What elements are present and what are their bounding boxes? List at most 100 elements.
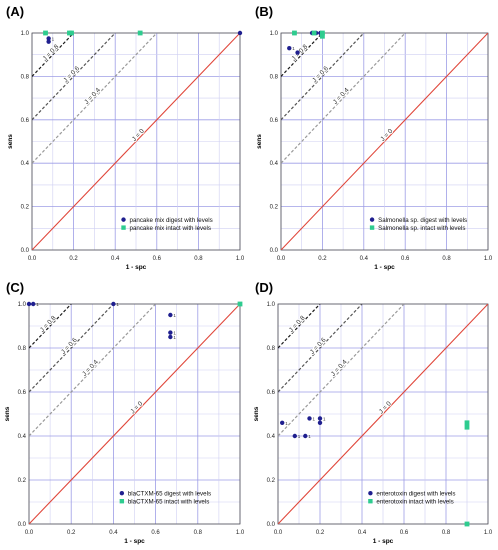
x-tick-label: 0.8 xyxy=(194,256,203,262)
x-tick-label: 1.0 xyxy=(484,256,493,262)
x-axis-title: 1 - spc xyxy=(126,264,147,271)
x-tick-label: 0.4 xyxy=(358,530,367,536)
data-point-level-label: 1 xyxy=(298,434,301,439)
y-tick-label: 0.4 xyxy=(270,161,279,167)
data-point-level-label: 1 xyxy=(313,416,316,421)
x-axis-title: 1 - spc xyxy=(124,538,145,545)
data-point-square xyxy=(464,521,470,527)
x-tick-label: 0.8 xyxy=(442,530,451,536)
data-point-square xyxy=(237,301,243,307)
y-axis-title: sens xyxy=(4,406,11,421)
reference-line-j-0-6 xyxy=(29,304,114,393)
y-tick-label: 0.0 xyxy=(21,248,30,254)
panel-label: (A) xyxy=(6,4,24,19)
data-point-circle xyxy=(295,50,300,55)
data-point-square xyxy=(137,30,143,36)
legend-marker-square xyxy=(368,499,373,504)
data-point-square xyxy=(320,30,325,36)
chart-panel-1: (A)J = 0J = 0.4J = 0.6J = 0.80.0 0.2 0.4 0.… xyxy=(6,4,245,271)
panel-label: (D) xyxy=(255,280,273,295)
y-tick-label: 0.2 xyxy=(267,478,276,484)
data-point-circle xyxy=(46,39,51,44)
legend-entry: blaCTXM-65 digest with levels xyxy=(128,491,211,498)
reference-line-j-0-4 xyxy=(32,33,158,164)
x-tick-label: 0.2 xyxy=(318,256,327,262)
x-tick-label: 0.0 xyxy=(28,256,37,262)
x-tick-label: 0.6 xyxy=(401,256,410,262)
reference-line-j-0-8 xyxy=(29,304,72,349)
y-tick-label: 0.4 xyxy=(267,434,276,440)
legend-entry: pancake mix intact with levels xyxy=(130,225,212,232)
legend-marker-circle xyxy=(369,217,375,222)
data-point-level-label: 1 xyxy=(116,302,119,307)
data-point-circle xyxy=(237,30,243,36)
reference-line-j-0-4 xyxy=(29,304,157,437)
y-tick-label: 0.0 xyxy=(267,522,276,528)
y-tick-label: 0.2 xyxy=(270,205,279,211)
legend-marker-circle xyxy=(119,491,125,496)
data-point-level-label: 1 xyxy=(308,434,311,439)
y-axis-title: sens xyxy=(256,134,263,149)
y-tick-label: 0.2 xyxy=(21,205,30,211)
data-point-circle xyxy=(280,420,285,425)
data-point-circle xyxy=(287,45,292,51)
reference-line-j-0-6 xyxy=(278,304,363,393)
chart-panel-3: (C)J = 0J = 0.4J = 0.6J = 0.80.0 0.2 0.4 0.… xyxy=(4,280,245,545)
x-tick-label: 0.0 xyxy=(25,530,34,536)
y-tick-label: 1.0 xyxy=(18,302,27,308)
x-tick-label: 0.4 xyxy=(111,256,120,262)
legend-entry: Salmonella sp. digest with levels xyxy=(378,217,467,224)
data-point-circle xyxy=(168,312,173,318)
x-tick-label: 0.2 xyxy=(67,530,76,536)
panel-label: (B) xyxy=(255,4,273,19)
data-point-circle xyxy=(168,334,173,340)
data-point-circle xyxy=(307,416,312,421)
legend-entry: Salmonella sp. intact with levels xyxy=(378,225,465,232)
data-point-level-label: 1 xyxy=(292,46,295,51)
x-tick-label: 0.8 xyxy=(442,256,451,262)
x-axis-title: 1 - spc xyxy=(374,264,395,271)
axes-frame xyxy=(277,303,489,525)
x-tick-label: 0.4 xyxy=(360,256,369,262)
axes-frame xyxy=(28,303,241,525)
data-point-square xyxy=(464,420,470,426)
y-axis-title: sens xyxy=(253,406,260,421)
x-tick-label: 0.2 xyxy=(69,256,78,262)
chart-panel-4: (D)J = 0J = 0.4J = 0.6J = 0.80.0 0.2 0.4 0.… xyxy=(253,280,493,545)
x-tick-label: 0.4 xyxy=(109,530,118,536)
legend-marker-circle xyxy=(368,491,373,496)
legend-entry: blaCTXM-65 intact with levels xyxy=(128,499,210,506)
data-point-circle xyxy=(292,433,297,439)
y-tick-label: 0.6 xyxy=(21,118,30,124)
x-tick-label: 0.8 xyxy=(194,530,203,536)
axes-frame xyxy=(280,32,489,251)
y-tick-label: 1.0 xyxy=(21,31,30,37)
data-point-circle xyxy=(111,301,116,307)
y-tick-label: 0.6 xyxy=(18,390,27,396)
y-tick-label: 0.4 xyxy=(18,434,27,440)
data-point-level-label: 1 xyxy=(173,331,176,336)
x-tick-label: 1.0 xyxy=(236,256,245,262)
data-point-level-label: 1 xyxy=(323,416,326,421)
data-point-circle xyxy=(46,36,51,41)
y-tick-label: 0.0 xyxy=(18,522,27,528)
legend-entry: pancake mix digest with levels xyxy=(130,217,213,224)
y-axis-title: sens xyxy=(7,134,14,149)
reference-line-j-0-8 xyxy=(278,304,321,349)
reference-line-j-0 xyxy=(281,33,488,250)
data-point-square xyxy=(69,30,74,36)
data-point-circle xyxy=(26,301,32,307)
reference-line-j-0 xyxy=(32,33,240,250)
y-tick-label: 0.6 xyxy=(267,390,276,396)
y-tick-label: 0.0 xyxy=(270,248,279,254)
y-tick-label: 1.0 xyxy=(270,31,279,37)
y-tick-label: 0.8 xyxy=(21,74,30,80)
chart-panel-2: (B)J = 0J = 0.4J = 0.6J = 0.80.0 0.2 0.4 0.… xyxy=(255,4,493,271)
data-point-circle xyxy=(168,330,173,335)
x-tick-label: 0.2 xyxy=(316,530,325,536)
reference-line-j-0-8 xyxy=(32,33,75,77)
data-point-level-label: 1 xyxy=(173,313,176,318)
axes-frame xyxy=(31,32,241,251)
x-tick-label: 0.6 xyxy=(151,530,160,536)
